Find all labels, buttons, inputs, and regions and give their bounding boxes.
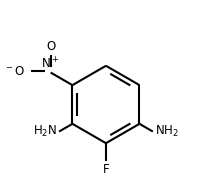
Text: F: F: [103, 163, 109, 176]
Text: N$^+$: N$^+$: [41, 56, 60, 72]
Text: NH$_2$: NH$_2$: [155, 124, 179, 139]
Text: $^-$O: $^-$O: [4, 65, 26, 78]
Text: O: O: [46, 40, 55, 53]
Text: H$_2$N: H$_2$N: [33, 124, 57, 139]
